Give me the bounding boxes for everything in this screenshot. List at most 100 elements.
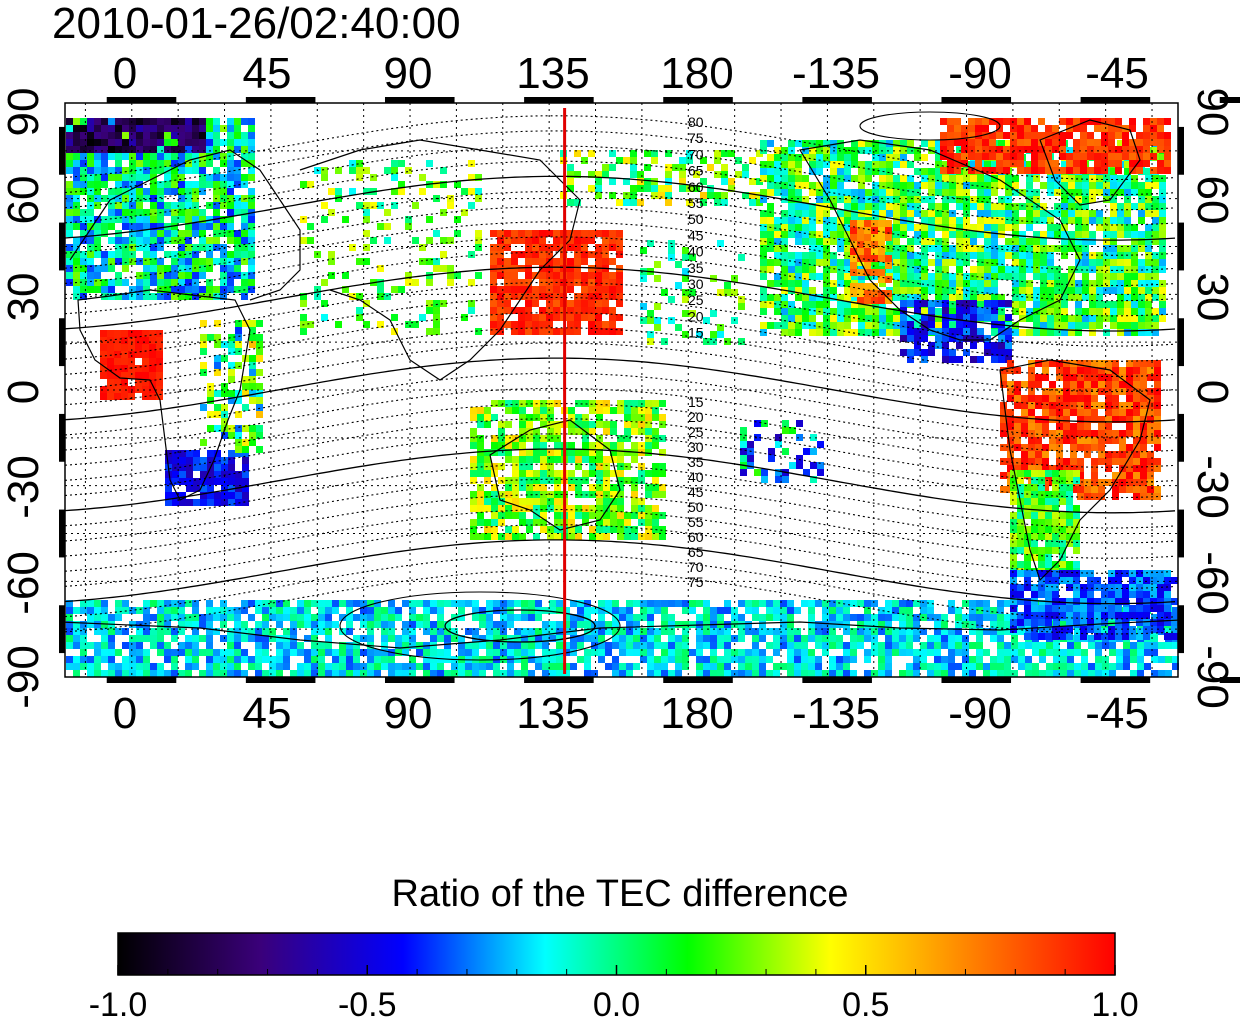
- tec-data-cell: [549, 600, 556, 607]
- tec-data-cell: [644, 185, 651, 192]
- tec-data-cell: [554, 526, 561, 533]
- tec-data-cell: [991, 329, 998, 336]
- tec-data-cell: [738, 621, 745, 628]
- tec-data-cell: [377, 279, 384, 286]
- tec-data-cell: [108, 628, 115, 635]
- tec-data-cell: [575, 414, 582, 421]
- tec-data-cell: [1145, 301, 1152, 308]
- tec-data-cell: [844, 189, 851, 196]
- tec-data-cell: [486, 607, 493, 614]
- tec-data-cell: [567, 199, 574, 206]
- tec-data-cell: [80, 174, 87, 181]
- tec-data-cell: [788, 140, 795, 147]
- tec-data-cell: [581, 244, 588, 251]
- tec-data-cell: [505, 526, 512, 533]
- tec-data-cell: [73, 118, 80, 125]
- tec-data-cell: [157, 265, 164, 272]
- tec-data-cell: [526, 470, 533, 477]
- tec-data-cell: [477, 498, 484, 505]
- tec-data-cell: [914, 196, 921, 203]
- tec-data-cell: [108, 195, 115, 202]
- tec-data-cell: [206, 216, 213, 223]
- tec-data-cell: [525, 300, 532, 307]
- tec-data-cell: [991, 280, 998, 287]
- tec-data-cell: [511, 328, 518, 335]
- tec-data-cell: [774, 161, 781, 168]
- tec-data-cell: [185, 132, 192, 139]
- tec-data-cell: [207, 450, 214, 457]
- tec-data-cell: [150, 118, 157, 125]
- tec-data-cell: [136, 160, 143, 167]
- tec-data-cell: [1110, 217, 1117, 224]
- tec-data-cell: [227, 209, 234, 216]
- tec-data-cell: [619, 607, 626, 614]
- tec-data-cell: [623, 178, 630, 185]
- tec-data-cell: [997, 600, 1004, 607]
- tec-data-cell: [234, 265, 241, 272]
- tec-data-cell: [1056, 360, 1063, 367]
- tec-data-cell: [844, 259, 851, 266]
- tec-data-cell: [157, 167, 164, 174]
- tec-data-cell: [935, 245, 942, 252]
- tec-data-cell: [794, 628, 801, 635]
- tec-data-cell: [249, 355, 256, 362]
- tec-data-cell: [553, 272, 560, 279]
- tec-data-cell: [886, 154, 893, 161]
- tec-data-cell: [339, 600, 346, 607]
- tec-data-cell: [1147, 374, 1154, 381]
- tec-data-cell: [942, 266, 949, 273]
- tec-data-cell: [1068, 189, 1075, 196]
- tec-data-cell: [907, 210, 914, 217]
- tec-data-cell: [949, 210, 956, 217]
- tec-data-cell: [1031, 132, 1038, 139]
- tec-data-cell: [574, 230, 581, 237]
- tec-data-cell: [1087, 146, 1094, 153]
- tec-data-cell: [178, 132, 185, 139]
- tec-data-cell: [970, 287, 977, 294]
- tec-data-cell: [1082, 280, 1089, 287]
- tec-data-cell: [809, 252, 816, 259]
- tec-data-cell: [851, 273, 858, 280]
- tec-data-cell: [128, 330, 135, 337]
- tec-data-cell: [256, 355, 263, 362]
- tec-data-cell: [844, 224, 851, 231]
- tec-data-cell: [1101, 125, 1108, 132]
- tec-data-cell: [80, 279, 87, 286]
- tec-data-cell: [921, 273, 928, 280]
- tec-data-cell: [900, 210, 907, 217]
- tec-data-cell: [353, 635, 360, 642]
- tec-data-cell: [844, 287, 851, 294]
- tec-data-cell: [900, 245, 907, 252]
- tec-data-cell: [540, 456, 547, 463]
- tec-data-cell: [652, 519, 659, 526]
- tec-data-cell: [1084, 430, 1091, 437]
- tec-data-cell: [1017, 470, 1024, 477]
- tec-data-cell: [1012, 224, 1019, 231]
- tec-data-cell: [402, 600, 409, 607]
- tec-data-cell: [1103, 231, 1110, 238]
- tec-data-cell: [1070, 367, 1077, 374]
- tec-data-cell: [997, 614, 1004, 621]
- tec-data-cell: [1075, 287, 1082, 294]
- tec-data-cell: [921, 224, 928, 231]
- tec-data-cell: [781, 329, 788, 336]
- tec-data-cell: [363, 321, 370, 328]
- tec-data-cell: [185, 237, 192, 244]
- tec-data-cell: [1040, 280, 1047, 287]
- tec-data-cell: [227, 258, 234, 265]
- tec-data-cell: [596, 477, 603, 484]
- tec-data-cell: [1070, 444, 1077, 451]
- tec-data-cell: [823, 287, 830, 294]
- tec-data-cell: [962, 600, 969, 607]
- tec-data-cell: [276, 642, 283, 649]
- tec-data-cell: [66, 251, 73, 258]
- tec-data-cell: [1012, 273, 1019, 280]
- tec-data-cell: [135, 351, 142, 358]
- tec-data-cell: [1031, 505, 1038, 512]
- tec-data-cell: [178, 628, 185, 635]
- tec-data-cell: [942, 342, 949, 349]
- tec-data-cell: [921, 182, 928, 189]
- tec-data-cell: [1147, 423, 1154, 430]
- tec-data-cell: [1140, 409, 1147, 416]
- tec-data-cell: [1123, 607, 1130, 614]
